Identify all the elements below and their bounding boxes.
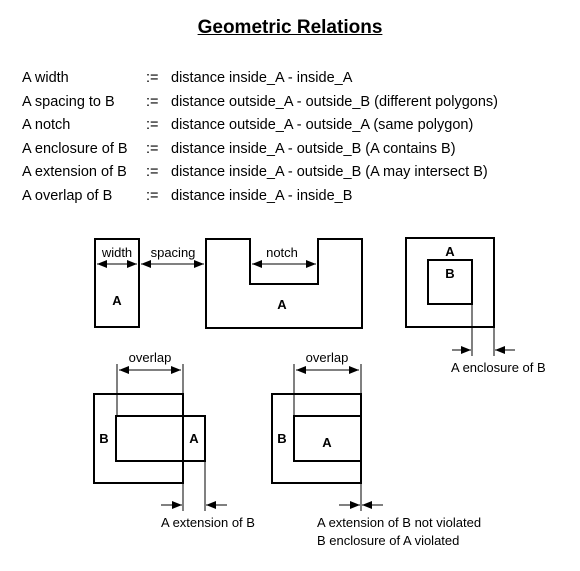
shape-label-a: A — [322, 435, 332, 450]
definition-term: A extension of B — [22, 164, 127, 180]
definition-operator: := — [146, 70, 159, 86]
definition-operator: := — [146, 140, 159, 157]
notch-shape — [205, 238, 363, 329]
definition-expression: distance inside_A - outside_B (A contain… — [171, 140, 456, 157]
width-label: width — [101, 245, 132, 260]
definition-term: A enclosure of B — [22, 140, 128, 157]
shape-label-a: A — [277, 297, 287, 312]
definition-operator: := — [146, 164, 159, 180]
width-shape — [94, 238, 140, 328]
not-violated-caption: A extension of B not violated — [317, 515, 481, 530]
extension-caption: A extension of B — [161, 515, 255, 530]
shape-label-b: B — [99, 431, 108, 446]
overlap-label: overlap — [306, 350, 349, 365]
overlap-label: overlap — [129, 350, 172, 365]
nested-a-shape — [293, 415, 362, 462]
definition-term: A width — [22, 70, 69, 86]
extension-b-shape — [93, 393, 184, 484]
violated-caption: B enclosure of A violated — [317, 533, 459, 548]
notch-label: notch — [266, 245, 298, 260]
shape-label-a: A — [445, 244, 455, 259]
definition-term: A notch — [22, 117, 71, 133]
page-title: Geometric Relations — [197, 17, 383, 38]
enclosure-inner-shape — [427, 259, 473, 305]
enclosure-caption: A enclosure of B — [451, 360, 546, 375]
shape-label-b: B — [445, 266, 454, 281]
definition-operator: := — [146, 117, 159, 133]
shape-label-a: A — [112, 293, 122, 308]
definition-expression: distance inside_A - inside_A — [171, 70, 353, 86]
enclosure-outer-shape — [405, 237, 495, 328]
definition-expression: distance inside_A - outside_B (A may int… — [171, 164, 488, 180]
spacing-label: spacing — [151, 245, 196, 260]
definition-term: A overlap of B — [22, 187, 113, 204]
shape-label-a: A — [189, 431, 199, 446]
definition-expression: distance outside_A - outside_B (differen… — [171, 93, 498, 110]
definition-operator: := — [146, 93, 159, 110]
definition-expression: distance outside_A - outside_A (same pol… — [171, 117, 474, 133]
definition-term: A spacing to B — [22, 93, 115, 110]
definition-expression: distance inside_A - inside_B — [171, 187, 353, 204]
extension-a-shape — [115, 415, 206, 462]
definition-operator: := — [146, 187, 159, 204]
shape-label-b: B — [277, 431, 286, 446]
